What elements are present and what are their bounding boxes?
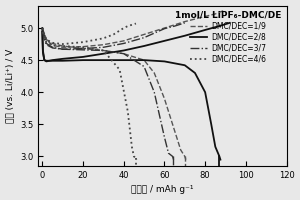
- Y-axis label: 电压 (vs. Li/Li⁺) / V: 电压 (vs. Li/Li⁺) / V: [6, 49, 15, 123]
- Legend: DMC/DEC=1/9, DMC/DEC=2/8, DMC/DEC=3/7, DMC/DEC=4/6: DMC/DEC=1/9, DMC/DEC=2/8, DMC/DEC=3/7, D…: [173, 9, 283, 65]
- X-axis label: 比容量 / mAh g⁻¹: 比容量 / mAh g⁻¹: [131, 185, 194, 194]
